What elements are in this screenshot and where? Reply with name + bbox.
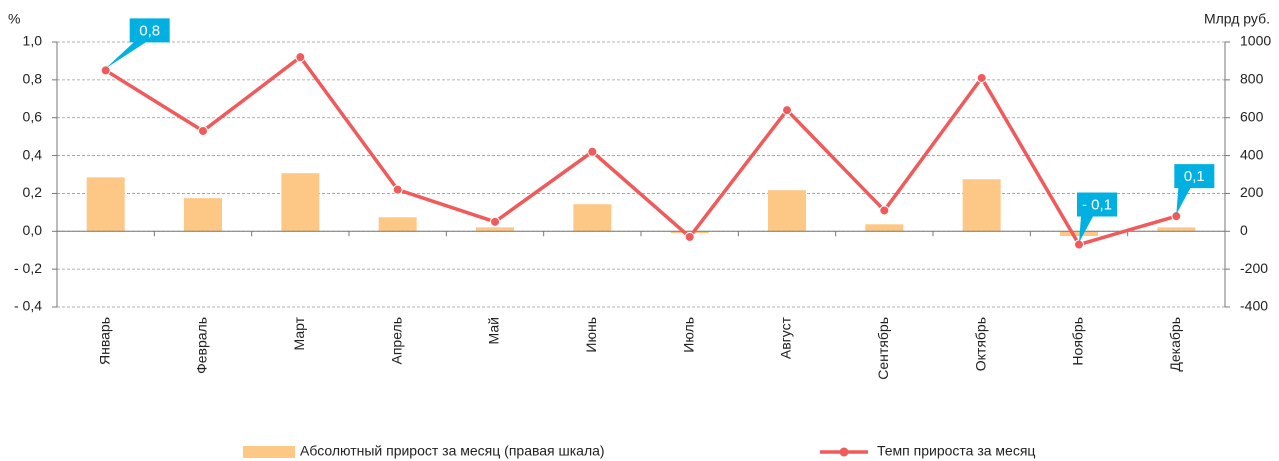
x-tick-label: Май (486, 317, 502, 344)
y2-tick-label: -400 (1240, 298, 1268, 314)
point (782, 105, 792, 116)
y-tick-label: 0,0 (23, 222, 43, 238)
bar (1157, 227, 1196, 232)
bar (86, 177, 125, 232)
x-tick-label: Январь (96, 317, 112, 365)
callout-box (105, 18, 170, 69)
callout: - 0,1 (1077, 192, 1117, 243)
x-tick-label: Март (291, 316, 307, 350)
y-tick-label: 0,8 (23, 71, 43, 87)
point (976, 72, 987, 83)
callout: 0,8 (105, 18, 170, 69)
x-tick-label: Сентябрь (875, 317, 891, 380)
callout-box (1077, 192, 1117, 243)
y-tick-label: 0,6 (23, 108, 43, 124)
y-tick-label: 0,2 (23, 184, 43, 200)
bar (378, 217, 417, 232)
point (684, 231, 695, 242)
y-tick-label: 0,4 (23, 146, 43, 162)
y2-tick-label: 1000 (1240, 33, 1271, 49)
bar (962, 179, 1001, 232)
x-tick-label: Февраль (194, 317, 210, 374)
x-tick-label: Август (778, 316, 794, 359)
bar (476, 227, 514, 232)
legend-swatch (243, 446, 295, 458)
y2-axis-label: Млрд руб. (1204, 11, 1270, 27)
y-tick-label: - 0,4 (14, 298, 42, 314)
y2-tick-label: 200 (1240, 184, 1264, 200)
point (100, 65, 111, 76)
y2-tick-label: -200 (1240, 260, 1268, 276)
legend-label: Темп прироста за месяц (877, 443, 1035, 459)
bar (573, 204, 612, 232)
point (1074, 239, 1084, 250)
point (295, 52, 306, 63)
bar (768, 190, 806, 232)
bar (865, 224, 904, 232)
y2-tick-label: 0 (1240, 222, 1248, 238)
point (587, 146, 598, 157)
point (490, 216, 500, 227)
callout-text: 0,1 (1184, 168, 1205, 185)
x-tick-label: Ноябрь (1070, 317, 1086, 366)
legend-swatch (839, 447, 849, 457)
y-tick-label: - 0,2 (14, 260, 42, 276)
point (1171, 211, 1182, 222)
x-tick-label: Апрель (388, 317, 404, 365)
bar (184, 198, 222, 232)
y-axis-label: % (8, 11, 20, 27)
point (879, 205, 890, 216)
callout-box (1174, 164, 1215, 215)
line (104, 54, 1177, 247)
point (198, 125, 208, 136)
bar (281, 173, 320, 232)
legend-label: Абсолютный прирост за месяц (правая шкал… (300, 443, 605, 459)
x-tick-label: Июль (680, 317, 696, 353)
point (392, 184, 403, 195)
y2-tick-label: 800 (1240, 71, 1264, 87)
callout: 0,1 (1174, 164, 1215, 215)
y2-tick-label: 400 (1240, 146, 1264, 162)
bar (1060, 231, 1098, 237)
callout-text: - 0,1 (1082, 197, 1112, 214)
callout-text: 0,8 (139, 22, 160, 39)
y-tick-label: 1,0 (23, 33, 43, 49)
x-tick-label: Октябрь (972, 317, 988, 371)
x-tick-label: Июнь (583, 317, 599, 353)
y2-tick-label: 600 (1240, 108, 1264, 124)
x-tick-label: Декабрь (1167, 317, 1183, 372)
